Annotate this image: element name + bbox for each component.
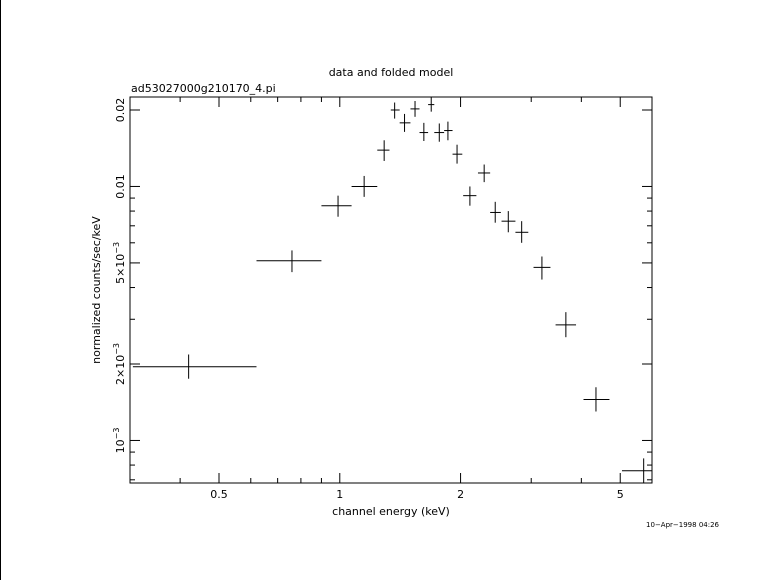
data-point bbox=[490, 201, 501, 223]
data-point bbox=[256, 250, 322, 273]
x-tick-label: 2 bbox=[457, 488, 464, 501]
y-tick-label: 5×10−3 bbox=[112, 242, 127, 284]
data-point bbox=[351, 175, 378, 197]
x-tick-labels: 0.5 1 2 5 bbox=[210, 488, 623, 501]
data-point bbox=[463, 186, 477, 206]
data-point bbox=[399, 113, 411, 132]
data-point bbox=[452, 144, 463, 164]
plot-frame bbox=[129, 96, 653, 484]
data-point bbox=[555, 312, 577, 338]
data-point bbox=[428, 97, 435, 112]
x-axis-label: channel energy (keV) bbox=[332, 505, 450, 518]
axis-ticks bbox=[129, 97, 653, 483]
data-point bbox=[377, 140, 390, 161]
chart-title: data and folded model bbox=[329, 66, 454, 79]
data-point bbox=[533, 256, 551, 280]
data-point bbox=[621, 458, 652, 483]
data-point bbox=[583, 387, 610, 412]
y-tick-label: 0.02 bbox=[114, 98, 127, 123]
data-point bbox=[501, 211, 516, 233]
data-point bbox=[477, 164, 491, 183]
data-point bbox=[132, 354, 257, 379]
y-tick-labels: 10−3 2×10−3 5×10−3 0.01 0.02 bbox=[112, 98, 127, 454]
x-tick-label: 0.5 bbox=[210, 488, 228, 501]
data-point bbox=[321, 195, 352, 217]
x-tick-label: 1 bbox=[336, 488, 343, 501]
y-axis-label: normalized counts/sec/keV bbox=[90, 216, 103, 364]
chart-subtitle: ad53027000g210170_4.pi bbox=[131, 82, 276, 95]
data-points bbox=[132, 97, 652, 483]
data-point bbox=[410, 100, 420, 117]
data-point bbox=[419, 122, 429, 141]
y-tick-label: 10−3 bbox=[112, 428, 127, 454]
window-left-border bbox=[0, 0, 1, 580]
data-point bbox=[444, 121, 453, 141]
timestamp: 10−Apr−1998 04:26 bbox=[646, 521, 720, 529]
data-point bbox=[434, 123, 445, 142]
data-point bbox=[515, 221, 529, 243]
y-tick-label: 2×10−3 bbox=[112, 343, 127, 385]
y-tick-label: 0.01 bbox=[114, 174, 127, 199]
data-point bbox=[390, 102, 400, 119]
x-tick-label: 5 bbox=[617, 488, 624, 501]
